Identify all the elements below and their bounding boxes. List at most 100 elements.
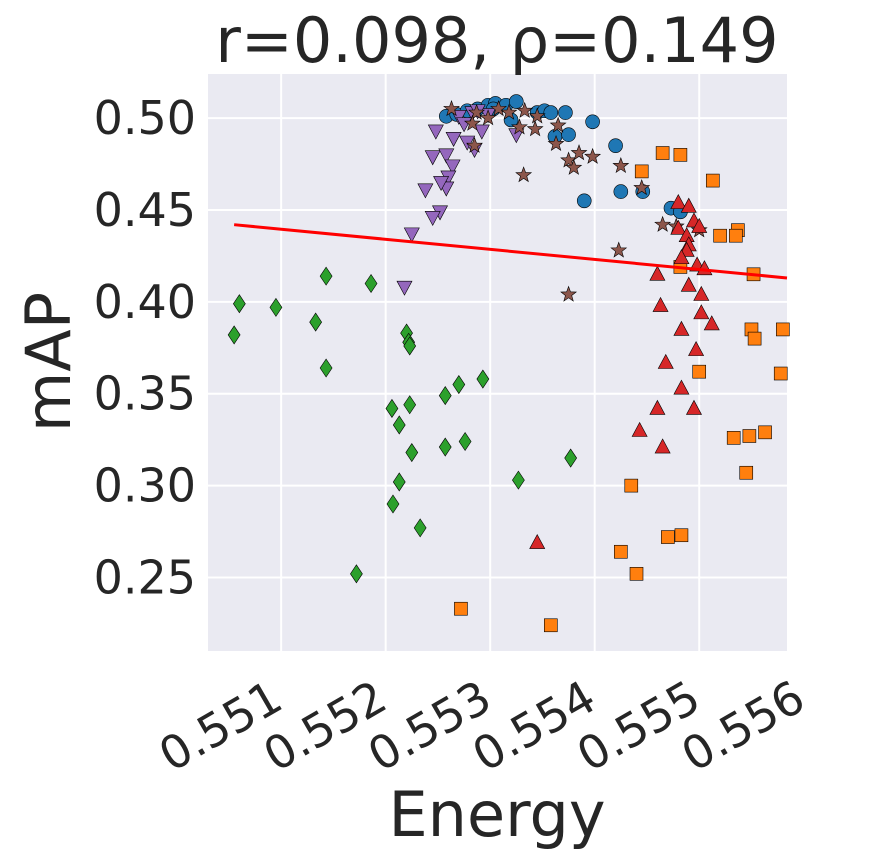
purple-triangles-down-point [444, 159, 461, 175]
red-triangles-up-point [680, 197, 697, 213]
brown-stars-point [500, 103, 518, 120]
orange-squares-point [673, 148, 688, 162]
green-diamonds-point [364, 273, 378, 294]
orange-squares-point [742, 429, 757, 443]
brown-stars-point [547, 134, 565, 152]
green-diamonds-point [392, 415, 406, 435]
purple-triangles-down-point [438, 148, 455, 164]
chart-title: r=0.098, ρ=0.149 [215, 4, 778, 77]
grid-lines [208, 74, 805, 651]
orange-squares-point [674, 528, 689, 543]
green-diamonds-point [403, 336, 417, 356]
brown-stars-point [490, 100, 507, 117]
orange-squares-point [758, 425, 772, 440]
orange-squares-point [705, 173, 720, 188]
orange-squares-point [454, 601, 468, 616]
red-triangles-up-point [688, 341, 705, 356]
purple-triangles-down-point [417, 183, 434, 199]
brown-stars-point [528, 107, 546, 124]
orange-squares-point [629, 567, 644, 581]
y-tick-label: 0.40 [94, 275, 196, 329]
red-triangles-up-point [673, 249, 690, 265]
red-triangles-up-point [529, 533, 546, 549]
green-diamonds-point [438, 437, 452, 457]
brown-stars-point [526, 120, 544, 137]
purple-triangles-down-point [424, 150, 441, 166]
brown-stars-point [479, 109, 497, 126]
purple-triangles-down-point [396, 280, 413, 296]
purple-triangles-down-point [473, 124, 490, 140]
brown-stars-point [515, 166, 533, 183]
purple-triangles-down-point [427, 124, 444, 140]
blue-circles-point [585, 114, 600, 130]
orange-squares-point [773, 366, 788, 381]
orange-squares-point [692, 364, 707, 379]
green-diamonds-point [403, 395, 417, 415]
data-points [227, 94, 790, 633]
purple-triangles-down-point [445, 132, 462, 147]
green-diamonds-point [476, 369, 490, 389]
red-triangles-up-point [652, 296, 669, 312]
purple-triangles-down-point [424, 211, 441, 226]
y-tick-label: 0.45 [94, 183, 196, 237]
blue-circles-point [576, 193, 592, 209]
green-diamonds-point [392, 472, 406, 492]
green-diamonds-point [269, 297, 283, 317]
brown-stars-point [443, 100, 460, 117]
green-diamonds-point [452, 375, 466, 395]
brown-stars-point [612, 157, 630, 174]
blue-circles-point [561, 127, 576, 142]
brown-stars-point [463, 114, 481, 131]
y-tick-label: 0.50 [94, 91, 196, 145]
green-diamonds-point [564, 448, 578, 468]
brown-stars-point [565, 158, 583, 175]
green-diamonds-point [405, 443, 419, 463]
orange-squares-point [728, 228, 743, 243]
brown-stars-point [654, 215, 672, 232]
brown-stars-point [584, 147, 602, 164]
red-triangles-up-point [673, 320, 690, 336]
green-diamonds-point [413, 518, 427, 538]
green-diamonds-point [350, 564, 363, 584]
orange-squares-point [661, 530, 675, 544]
green-diamonds-point [386, 494, 400, 514]
y-tick-label: 0.25 [94, 550, 196, 604]
orange-squares-point [726, 431, 741, 445]
orange-squares-point [776, 322, 790, 337]
red-triangles-up-point [693, 285, 710, 301]
blue-circles-point [543, 105, 559, 120]
red-triangles-up-point [673, 379, 690, 395]
green-diamonds-point [385, 398, 399, 418]
orange-squares-point [634, 164, 649, 179]
orange-squares-point [739, 465, 754, 480]
red-triangles-up-point [670, 193, 687, 209]
green-diamonds-point [309, 312, 323, 332]
red-triangles-up-point [680, 276, 697, 292]
brown-stars-point [549, 116, 567, 133]
red-triangles-up-point [631, 421, 648, 437]
blue-circles-point [613, 184, 629, 199]
red-triangles-up-point [649, 265, 666, 281]
green-diamonds-point [458, 431, 472, 452]
red-triangles-up-point [703, 315, 720, 331]
green-diamonds-point [319, 266, 333, 286]
y-tick-label: 0.30 [94, 459, 196, 513]
purple-triangles-down-point [403, 227, 420, 243]
plot-area [208, 74, 787, 651]
red-triangles-up-point [649, 399, 666, 415]
blue-circles-point [608, 138, 623, 153]
brown-stars-point [516, 101, 534, 118]
orange-squares-point [624, 478, 639, 493]
brown-stars-point [610, 241, 628, 258]
orange-squares-point [544, 618, 558, 633]
brown-stars-point [468, 103, 486, 120]
y-axis-label: mAP [12, 292, 85, 432]
x-axis-label: Energy [388, 778, 605, 851]
green-diamonds-point [232, 294, 246, 314]
brown-stars-point [560, 285, 578, 302]
brown-stars-point [633, 179, 651, 196]
brown-stars-point [511, 118, 528, 135]
brown-stars-point [560, 151, 578, 168]
orange-squares-point [655, 146, 670, 160]
